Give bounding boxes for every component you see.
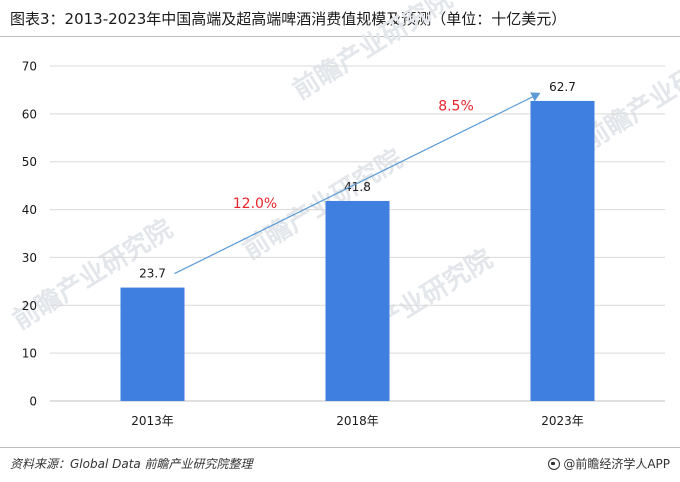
- y-axis-ticks: 0 10 20 30 40 50 60 70: [22, 60, 37, 409]
- growth-annotations: 12.0% 8.5%: [233, 99, 474, 212]
- y-tick-label: 20: [22, 299, 37, 313]
- source-note: 资料来源：Global Data 前瞻产业研究院整理: [10, 457, 253, 471]
- x-axis-ticks: 2013年 2018年 2023年: [131, 414, 584, 428]
- trend-line: [174, 95, 535, 275]
- bar-2018年: [325, 200, 390, 401]
- brand-credit: @前瞻经济学人APP: [548, 455, 670, 472]
- data-label: 41.8: [344, 180, 371, 194]
- x-tick-label: 2023年: [541, 414, 584, 428]
- growth-rate-label: 12.0%: [233, 196, 277, 212]
- x-tick-label: 2013年: [131, 414, 174, 428]
- watermark-text: 前瞻产业研究院: [287, 0, 458, 106]
- bar-2023年: [530, 100, 595, 401]
- y-tick-label: 40: [22, 203, 37, 217]
- data-labels: 23.7 41.8 62.7: [139, 80, 576, 281]
- trend-arrow-layer: [174, 92, 541, 275]
- title-divider: [0, 36, 680, 37]
- y-tick-label: 0: [29, 395, 37, 409]
- y-tick-label: 10: [22, 347, 37, 361]
- bars: [120, 100, 595, 401]
- trend-arrowhead: [530, 92, 541, 102]
- y-tick-label: 30: [22, 251, 37, 265]
- brand-logo-icon: [548, 458, 561, 470]
- data-label: 23.7: [139, 267, 166, 281]
- y-tick-label: 60: [22, 107, 37, 121]
- growth-rate-label: 8.5%: [438, 99, 474, 115]
- footer-divider: [0, 447, 680, 448]
- data-label: 62.7: [549, 80, 576, 94]
- chart-title: 图表3：2013-2023年中国高端及超高端啤酒消费值规模及预测（单位：十亿美元…: [10, 10, 567, 28]
- bar-2013年: [120, 287, 185, 401]
- y-tick-label: 50: [22, 155, 37, 169]
- brand-text: @前瞻经济学人APP: [563, 457, 670, 471]
- y-tick-label: 70: [22, 60, 37, 74]
- x-tick-label: 2018年: [336, 414, 379, 428]
